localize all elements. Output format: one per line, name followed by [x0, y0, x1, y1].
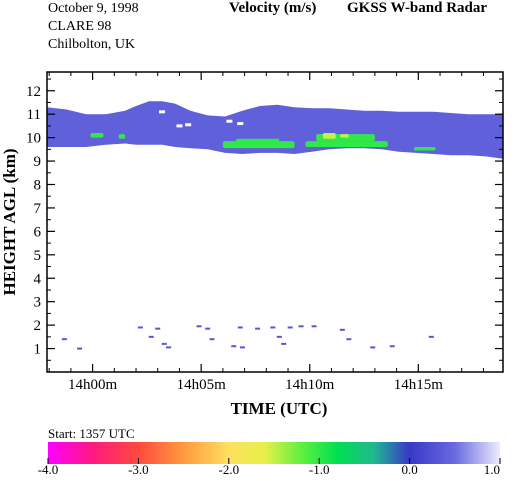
- low-echo-6: [166, 346, 172, 349]
- velocity-feature-7: [340, 134, 349, 138]
- y-tick-label-6: 7: [34, 201, 42, 217]
- echo-gap-4: [176, 124, 183, 128]
- low-echo-11: [237, 326, 243, 329]
- low-echo-16: [281, 342, 287, 345]
- chart-title: Velocity (m/s): [229, 0, 316, 16]
- low-echo-18: [298, 325, 304, 328]
- x-tick-label-0: 14h00m: [68, 377, 118, 393]
- echo-gap-3: [237, 122, 244, 126]
- colorbar-tick-label-4: 0.0: [401, 462, 417, 476]
- x-tick-label-2: 14h10m: [285, 377, 335, 393]
- low-echo-13: [255, 327, 261, 330]
- velocity-feature-1: [118, 134, 126, 139]
- colorbar-tick-label-1: -3.0: [128, 462, 149, 476]
- low-echo-5: [161, 342, 167, 345]
- echo-gap-0: [159, 110, 166, 114]
- low-echo-22: [370, 346, 376, 349]
- y-tick-label-5: 6: [34, 224, 42, 240]
- echo-gap-1: [185, 123, 192, 127]
- y-tick-label-11: 12: [26, 84, 41, 100]
- y-tick-label-0: 1: [34, 342, 42, 358]
- low-echo-23: [389, 345, 395, 348]
- low-echo-24: [428, 335, 434, 338]
- colorbar-caption: Start: 1357 UTC: [48, 426, 135, 441]
- low-echo-20: [339, 328, 345, 331]
- y-tick-label-1: 2: [34, 318, 42, 334]
- colorbar-tick-label-0: -4.0: [38, 462, 59, 476]
- x-tick-label-1: 14h05m: [177, 377, 227, 393]
- y-tick-label-10: 11: [27, 107, 41, 123]
- y-tick-label-4: 5: [34, 248, 42, 264]
- low-echo-0: [61, 338, 67, 341]
- low-echo-15: [276, 335, 282, 338]
- header-campaign: CLARE 98: [48, 19, 111, 34]
- low-echo-7: [196, 325, 202, 328]
- velocity-feature-6: [322, 132, 336, 139]
- low-echo-4: [155, 327, 161, 330]
- colorbar: [48, 442, 500, 464]
- low-echo-3: [148, 335, 154, 338]
- plot-frame: [46, 71, 504, 373]
- header-date: October 9, 1998: [48, 1, 139, 16]
- velocity-feature-3: [235, 138, 280, 143]
- low-echo-14: [270, 326, 276, 329]
- low-echo-9: [209, 338, 215, 341]
- low-echo-2: [137, 326, 143, 329]
- x-axis-title: TIME (UTC): [231, 399, 328, 418]
- plot-content: [47, 101, 503, 350]
- y-tick-label-2: 3: [34, 295, 42, 311]
- header-location: Chilbolton, UK: [48, 37, 135, 52]
- cloud-layer: [47, 101, 503, 159]
- velocity-feature-2: [222, 141, 295, 149]
- y-tick-label-8: 9: [34, 154, 42, 170]
- low-echo-8: [205, 327, 211, 330]
- colorbar-tick-label-3: -1.0: [309, 462, 330, 476]
- velocity-feature-0: [90, 132, 104, 138]
- colorbar-tick-label-5: 1.0: [484, 462, 500, 476]
- low-echo-1: [77, 347, 83, 350]
- low-echo-12: [239, 346, 245, 349]
- colorbar-ticks: -4.0 -3.0 -2.0 -1.0 0.0 1.0: [38, 458, 501, 477]
- y-tick-label-9: 10: [26, 131, 41, 147]
- low-echo-21: [346, 338, 352, 341]
- x-axis-ticks: 14h00m 14h05m 14h10m 14h15m: [48, 72, 484, 393]
- low-echo-19: [311, 325, 317, 328]
- y-axis-title: HEIGHT AGL (km): [0, 148, 19, 295]
- low-echo-17: [287, 326, 293, 329]
- instrument-label: GKSS W-band Radar: [347, 0, 487, 16]
- colorbar-tick-label-2: -2.0: [219, 462, 240, 476]
- low-echo-10: [231, 345, 237, 348]
- x-tick-label-3: 14h15m: [394, 377, 444, 393]
- y-tick-label-3: 4: [34, 271, 42, 287]
- velocity-feature-8: [413, 147, 436, 151]
- y-tick-label-7: 8: [34, 178, 42, 194]
- velocity-feature-4: [305, 141, 388, 147]
- echo-gap-2: [226, 119, 233, 123]
